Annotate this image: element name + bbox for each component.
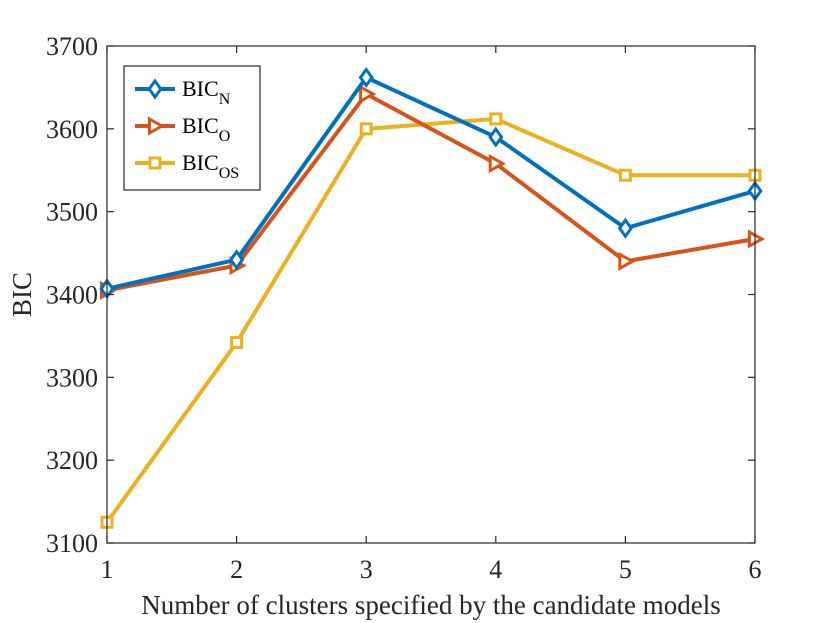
x-tick-label: 2: [230, 555, 243, 584]
y-tick-label: 3700: [46, 32, 98, 61]
data-point: [488, 126, 504, 148]
legend-label: BICO: [182, 113, 230, 145]
x-tick-label: 3: [360, 555, 373, 584]
y-tick-label: 3100: [46, 529, 98, 558]
data-point: [359, 84, 377, 104]
data-point: [618, 251, 636, 271]
data-point: [358, 66, 374, 89]
data-point: [230, 336, 244, 350]
legend-marker: [147, 78, 163, 100]
y-tick-label: 3200: [46, 446, 98, 475]
series-line: [106, 75, 756, 291]
x-axis-title: Number of clusters specified by the cand…: [141, 590, 721, 620]
x-tick-label: 6: [749, 555, 762, 584]
series-line: [105, 116, 755, 524]
legend-item: BICOS: [135, 150, 239, 182]
data-point: [359, 122, 373, 136]
x-tick-label: 4: [489, 555, 502, 584]
y-tick-label: 3500: [46, 198, 98, 227]
y-tick-label: 3600: [46, 115, 98, 144]
y-tick-label: 3400: [46, 281, 98, 310]
legend-label: BICN: [182, 76, 231, 108]
legend-marker: [147, 116, 166, 136]
legend-item: BICO: [135, 113, 230, 145]
series-line: [106, 92, 756, 293]
legend: BICN BICO BICOS: [123, 65, 261, 191]
legend-label: BICOS: [182, 150, 239, 182]
data-point: [488, 154, 506, 174]
legend-item: BICN: [135, 76, 231, 108]
x-tick-label: 1: [101, 555, 114, 584]
data-point: [747, 229, 766, 249]
data-point: [617, 217, 634, 239]
data-point: [228, 249, 245, 271]
data-point: [489, 112, 503, 126]
x-tick-label: 5: [619, 555, 632, 584]
axes-group: 1 2 3 4 5 6 3100 3200 3300 3400 3500 3600 3700: [46, 32, 762, 584]
legend-marker: [148, 156, 162, 170]
y-axis-title: BIC: [7, 272, 37, 317]
data-point: [618, 168, 632, 182]
y-tick-label: 3300: [46, 363, 98, 392]
